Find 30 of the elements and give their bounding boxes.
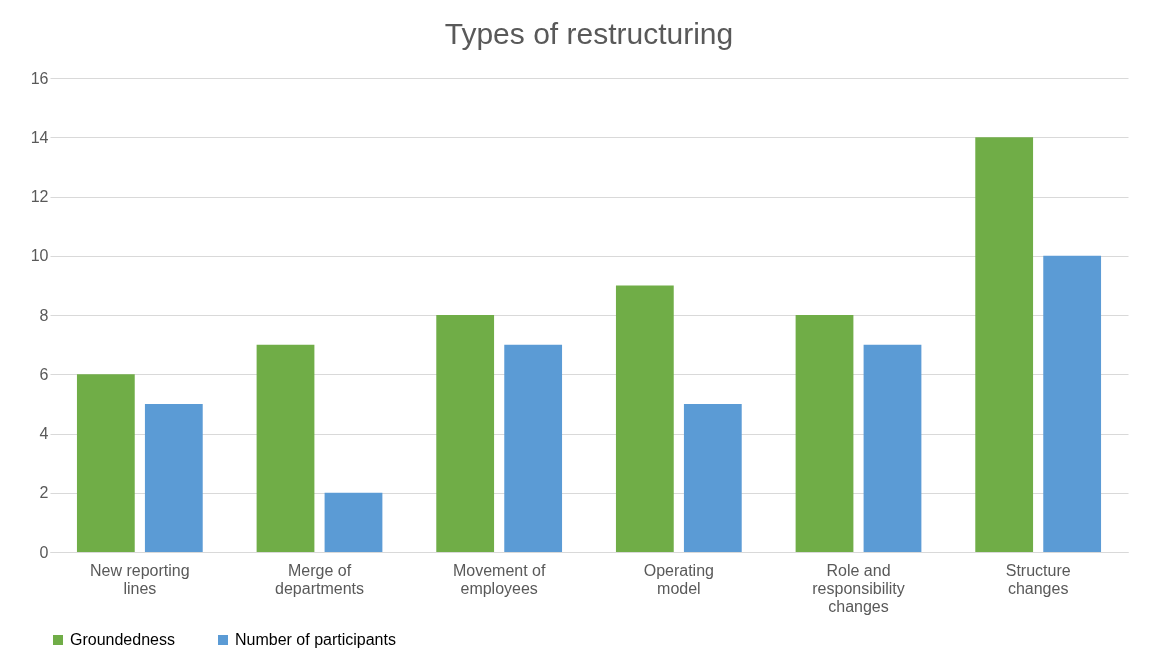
x-tick-label: Merge of departments <box>275 561 364 597</box>
x-tick-label: Structure changes <box>1005 561 1071 597</box>
y-tick-label: 12 <box>30 188 49 205</box>
bar <box>975 137 1034 552</box>
y-tick-label: 8 <box>39 306 49 324</box>
bar <box>256 344 315 552</box>
bar <box>76 374 135 552</box>
y-tick-label: 0 <box>39 543 49 561</box>
bar <box>795 315 854 552</box>
bar <box>436 315 495 552</box>
legend-label: Groundedness <box>70 631 175 648</box>
y-tick-label: 6 <box>39 365 49 383</box>
bar <box>1043 255 1102 552</box>
x-tick-label: Operating model <box>643 561 714 597</box>
y-tick-label: 10 <box>30 247 49 265</box>
bar <box>144 403 203 552</box>
y-tick-label: 14 <box>30 128 49 146</box>
y-tick-label: 4 <box>39 425 49 442</box>
bar <box>683 403 742 552</box>
bar <box>615 285 674 552</box>
legend-label: Number of participants <box>235 631 396 648</box>
chart-title: Types of restructuring <box>444 17 734 50</box>
x-tick-label: New reporting lines <box>90 561 190 597</box>
bar <box>863 344 922 552</box>
x-tick-label: Role and responsibility changes <box>812 561 905 615</box>
y-tick-label: 16 <box>30 69 49 87</box>
y-tick-label: 2 <box>39 484 49 502</box>
bar <box>324 492 383 552</box>
bar <box>504 344 563 552</box>
x-tick-label: Movement of employees <box>452 561 546 597</box>
